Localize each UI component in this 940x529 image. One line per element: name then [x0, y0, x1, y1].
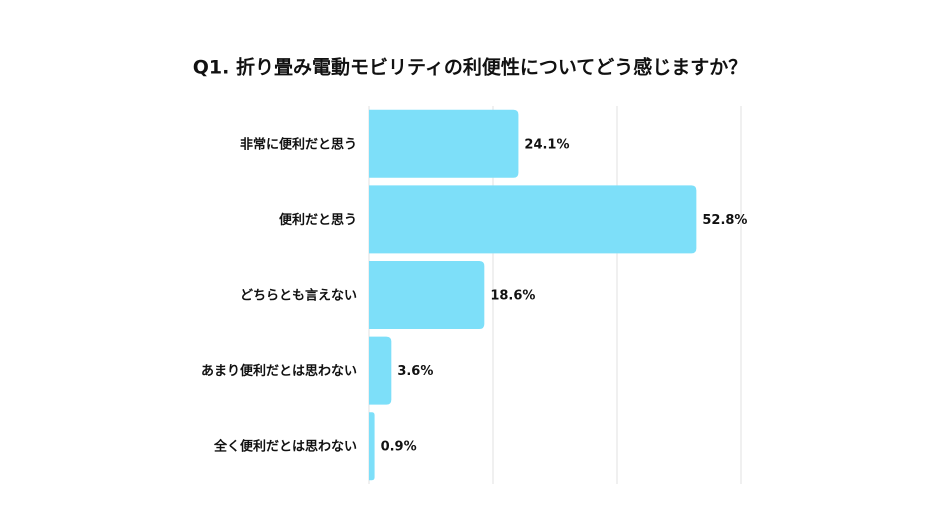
value-label: 24.1% [524, 137, 569, 152]
value-label: 3.6% [397, 364, 433, 379]
chart-title: Q1. 折り畳み電動モビリティの利便性についてどう感じますか？ [193, 56, 748, 79]
y-tick-label: あまり便利だとは思わない [201, 363, 357, 379]
bar [369, 185, 697, 254]
y-tick-label: 全く便利だとは思わない [213, 439, 357, 455]
bar [369, 261, 485, 329]
bar [369, 412, 375, 481]
value-label: 52.8% [702, 213, 747, 228]
bar [369, 109, 519, 178]
y-tick-label: どちらとも言えない [240, 288, 357, 304]
value-label: 18.6% [490, 289, 535, 304]
value-label: 0.9% [381, 440, 417, 455]
y-tick-label: 便利だと思う [279, 212, 357, 228]
bar [369, 336, 392, 405]
y-tick-label: 非常に便利だと思う [240, 136, 357, 152]
